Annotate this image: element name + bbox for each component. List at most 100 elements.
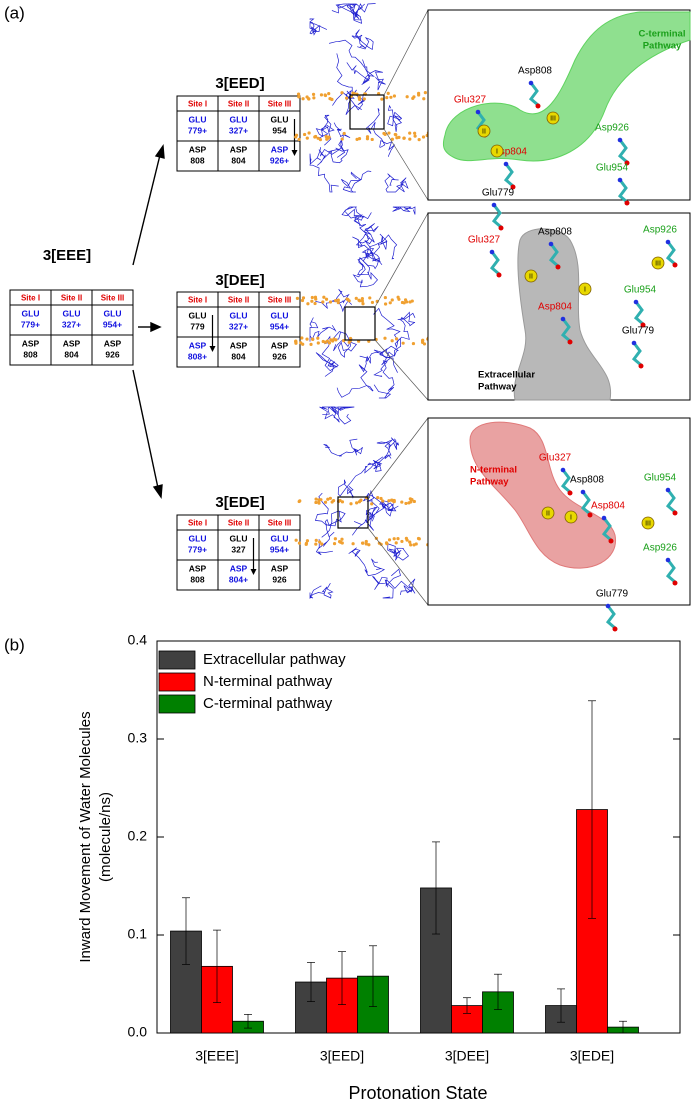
membrane-bead (337, 540, 342, 544)
membrane-bead (422, 97, 426, 101)
backbone (354, 218, 379, 243)
backbone (348, 547, 386, 577)
membrane-bead (389, 95, 393, 99)
table-header: Site III (268, 100, 292, 109)
residue-stick (601, 516, 613, 542)
residue-label: Asp804 (538, 302, 572, 313)
residue-label: Asp804 (493, 147, 527, 158)
membrane-bead (417, 138, 421, 142)
backbone (315, 288, 353, 313)
y-tick-label: 0.0 (128, 1024, 148, 1040)
pathway-label: N-terminal (470, 465, 517, 476)
membrane-bead (387, 499, 391, 503)
membrane-bead (321, 300, 325, 304)
backbone (309, 147, 339, 193)
membrane-bead (390, 137, 394, 141)
residue-stick (503, 162, 515, 188)
membrane-bead (294, 133, 299, 137)
table-cell: GLU (189, 310, 207, 320)
residue-label: Asp804 (591, 501, 625, 512)
table-cell: 779+ (21, 319, 40, 329)
membrane-bead (294, 340, 298, 344)
table-cell: 808 (190, 155, 204, 165)
state-label: 3[EEE] (43, 247, 91, 264)
site-label: I (496, 148, 498, 155)
table-header: Site I (188, 296, 207, 305)
ion-site (546, 111, 560, 125)
membrane-bead (376, 495, 380, 500)
membrane-bead (307, 131, 311, 135)
membrane-bead (370, 137, 374, 142)
zoom-line (383, 128, 429, 201)
membrane-bead (340, 500, 345, 504)
membrane-bead (336, 298, 340, 302)
membrane-bead (421, 135, 426, 139)
membrane-bead (313, 301, 317, 306)
oxygen (638, 363, 644, 369)
membrane-bead (312, 96, 316, 100)
table-cell: GLU (104, 308, 122, 318)
table-cell: 954+ (270, 321, 289, 331)
membrane-bead (422, 342, 427, 346)
membrane-bead (314, 542, 318, 546)
membrane-bead (296, 92, 301, 96)
membrane-bead (297, 541, 302, 545)
residue-label: Asp808 (518, 66, 552, 77)
membrane-bead (408, 137, 412, 141)
table-border (176, 514, 301, 591)
membrane-bead (360, 541, 365, 545)
membrane-bead (334, 299, 338, 303)
membrane-bead (421, 338, 425, 342)
membrane-bead (309, 342, 313, 346)
membrane-bead (304, 541, 309, 545)
membrane-bead (364, 542, 368, 546)
oxygen (567, 490, 573, 496)
oxygen (496, 272, 502, 278)
membrane-bead (316, 136, 320, 140)
membrane-bead (341, 339, 346, 343)
y-tick-label: 0.3 (128, 730, 148, 746)
residue-label: Glu779 (596, 589, 629, 600)
pathway-label: C-terminal (639, 29, 686, 40)
residue-label: Glu779 (482, 188, 515, 199)
backbone (309, 18, 328, 36)
backbone (384, 173, 409, 193)
residue-label: Asp926 (643, 543, 677, 554)
pathway-label: Extracellular (478, 370, 535, 381)
oxygen (624, 160, 630, 166)
membrane-bead (323, 93, 328, 98)
table-cell: 804+ (229, 574, 248, 584)
membrane-bead (345, 96, 349, 100)
zoom-box (337, 496, 369, 529)
table-cell: 327+ (229, 321, 248, 331)
nitrogen (617, 177, 623, 183)
nitrogen (560, 316, 566, 322)
x-tick-label: 3[EED] (320, 1048, 364, 1064)
membrane-bead (333, 537, 337, 541)
membrane-bead (396, 295, 400, 299)
zoom-line (383, 9, 429, 96)
table-cell: 804 (231, 155, 245, 165)
table-border (176, 95, 301, 172)
residue-label: Glu954 (624, 285, 657, 296)
table-header: Site I (188, 519, 207, 528)
membrane-bead (328, 300, 333, 304)
membrane-bead (351, 542, 355, 546)
legend-label: C-terminal pathway (203, 695, 333, 712)
table-cell: 954+ (270, 544, 289, 554)
membrane-bead (394, 541, 398, 545)
membrane-bead (404, 501, 408, 506)
pathway-surface (513, 228, 612, 401)
y-tick-label: 0.4 (128, 632, 148, 648)
backbone (309, 317, 337, 342)
membrane-bead (358, 299, 362, 303)
x-tick-label: 3[EEE] (195, 1048, 239, 1064)
nitrogen (489, 249, 495, 255)
residue-label: Asp926 (595, 123, 629, 134)
ion-site (524, 269, 538, 283)
table-header: Site III (101, 294, 125, 303)
membrane-bead (316, 341, 320, 345)
pathway-surface (442, 11, 691, 162)
membrane-bead (379, 496, 383, 501)
membrane-bead (383, 295, 387, 300)
